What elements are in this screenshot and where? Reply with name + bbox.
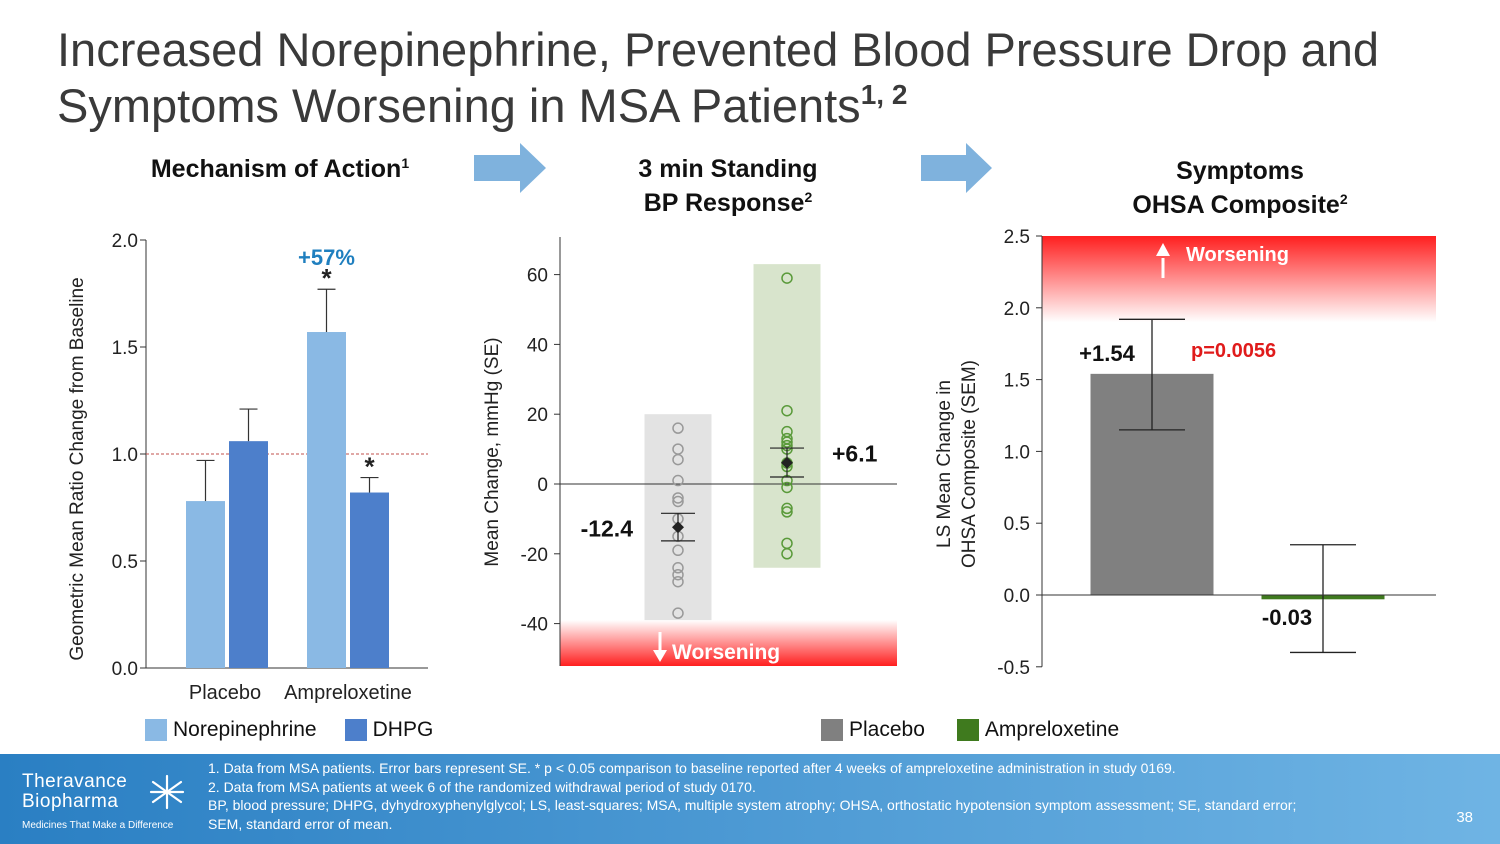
y-tick-label: 2.5 [1004,227,1030,248]
panel2-title: 3 min Standing BP Response2 [638,155,818,217]
data-point-placebo [672,575,684,588]
legend-label-ampreloxetine: Ampreloxetine [984,718,1120,741]
worsening-band [560,620,897,666]
y-tick-label: 0 [537,475,548,496]
data-point-ampreloxetine [781,404,793,417]
y-tick-label: -0.5 [997,658,1030,679]
value-label-ampreloxetine: -0.03 [1262,605,1312,630]
flow-arrow-2-icon [921,143,992,193]
y-tick-label: 20 [527,405,548,426]
flow-arrow-1-icon [474,143,546,193]
y-axis-label-line1: LS Mean Change in [934,380,955,548]
x-tick-label: Ampreloxetine [284,682,412,704]
legend-right: Placebo Ampreloxetine [821,718,1119,742]
y-tick-label: 40 [527,335,548,356]
y-tick-label: 1.5 [112,338,138,359]
company-logo: Theravance Biopharma Medicines That Make… [22,772,202,831]
significance-marker: * [364,452,375,482]
bar-dhpg-placebo [229,441,268,668]
legend-left: Norepinephrine DHPG [145,718,433,742]
y-axis-label: Geometric Mean Ratio Change from Baselin… [67,277,88,660]
x-tick-label: Placebo [189,682,261,704]
data-point-placebo [672,422,684,434]
data-point-placebo [672,495,684,508]
bar-norepinephrine-placebo [186,501,225,668]
data-point-placebo [672,544,684,557]
value-label-placebo: +1.54 [1079,341,1135,366]
y-tick-label: 0.0 [112,659,138,680]
y-tick-label: 0.5 [112,552,138,573]
y-tick-label: -20 [521,545,548,566]
data-point-ampreloxetine [781,481,793,494]
mean-marker-ampreloxetine [781,456,793,469]
page-number: 38 [1456,809,1473,826]
y-axis-label: Mean Change, mmHg (SE) [482,337,503,566]
worsening-label: Worsening [1186,244,1289,266]
data-point-placebo [672,562,684,574]
data-point-ampreloxetine [781,548,793,560]
y-tick-label: -40 [521,615,548,636]
data-point-placebo [672,607,684,619]
data-point-placebo [672,453,684,466]
legend-swatch-norepinephrine [145,719,167,741]
footnotes: 1. Data from MSA patients. Error bars re… [208,760,1297,832]
y-tick-label: 1.0 [112,445,138,466]
y-axis-label-line2: OHSA Composite (SEM) [959,360,980,568]
y-tick-label: 1.0 [1004,442,1030,463]
bar-dhpg-ampreloxetine [350,492,389,668]
data-point-placebo [672,568,684,581]
chart-ohsa: -0.5 0.0 0.5 1.0 1.5 2.0 2.5 LS Mean Change in O… [934,227,1436,679]
worsening-arrow-up-icon [1156,243,1170,256]
mean-marker-placebo [672,521,684,534]
data-point-ampreloxetine [781,506,793,518]
y-tick-label: 0.0 [1004,586,1030,607]
legend-label-placebo: Placebo [849,718,925,741]
legend-swatch-ampreloxetine [956,719,979,741]
bar-norepinephrine-ampreloxetine [307,332,346,668]
chart-mechanism: 0.0 0.5 1.0 1.5 2.0 Geometric Mean Ratio Chan… [67,231,428,704]
legend-label-dhpg: DHPG [372,718,434,741]
y-tick-label: 1.5 [1004,371,1030,392]
y-tick-label: 60 [527,266,548,287]
p-value: p=0.0056 [1191,340,1276,362]
y-tick-label: 2.0 [1004,299,1030,320]
worsening-band [1042,236,1436,323]
legend-label-norepinephrine: Norepinephrine [173,718,317,741]
data-point-placebo [672,474,684,487]
data-point-placebo [672,492,684,504]
data-point-ampreloxetine [781,502,793,515]
legend-swatch-placebo [821,719,843,741]
mean-label-ampreloxetine: +6.1 [832,441,878,467]
panel3-title: Symptoms OHSA Composite2 [1132,157,1348,219]
y-tick-label: 0.5 [1004,514,1030,535]
legend-swatch-dhpg [344,719,367,741]
panel1-title: Mechanism of Action1 [150,155,410,183]
logo-star-icon [149,774,185,810]
significance-marker: * [321,263,332,293]
data-point-ampreloxetine [781,436,793,448]
slide-title: Increased Norepinephrine, Prevented Bloo… [57,23,1380,132]
chart-bp-response: -40 -20 0 20 40 60 Mean Change, mmHg (SE) -12.4… [482,237,897,666]
y-tick-label: 2.0 [112,231,138,252]
worsening-label: Worsening [672,641,780,664]
mean-label-placebo: -12.4 [581,515,634,541]
data-point-ampreloxetine [781,272,793,284]
change-annotation: +57% [298,245,355,270]
footer-bar: Theravance Biopharma Medicines That Make… [0,754,1500,844]
worsening-arrow-down-icon [653,650,667,662]
